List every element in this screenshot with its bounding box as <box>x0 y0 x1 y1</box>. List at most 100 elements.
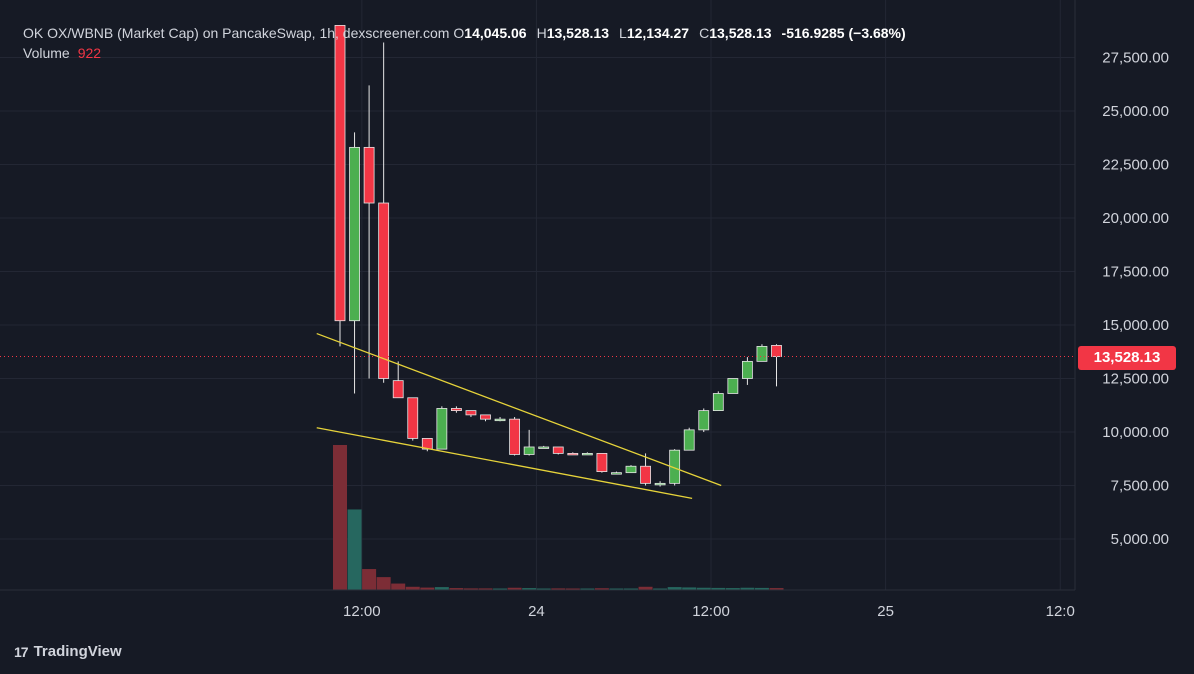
x-tick-label: 12:00 <box>343 603 381 620</box>
candle-body-up <box>756 345 768 362</box>
x-tick-label: 25 <box>877 603 894 620</box>
brand-name: TradingView <box>33 643 122 660</box>
candle <box>698 408 710 432</box>
y-tick-label: 7,500.00 <box>1111 478 1169 495</box>
candle-body-up <box>698 410 710 431</box>
candle-body-up <box>683 429 695 451</box>
close-value: 13,528.13 <box>709 25 772 41</box>
candle-body-down <box>640 465 651 484</box>
grid-lines <box>0 0 1075 590</box>
candle <box>378 42 390 383</box>
candle-body-up <box>611 472 622 475</box>
y-tick-label: 10,000.00 <box>1102 424 1169 441</box>
volume-bar <box>594 588 609 590</box>
candle <box>538 445 550 449</box>
candle-body-down <box>596 452 608 472</box>
volume-bar <box>551 588 566 590</box>
candle <box>683 427 695 451</box>
candle-body-up <box>727 378 739 394</box>
high-value: 13,528.13 <box>546 25 610 41</box>
volume-bar <box>653 588 668 590</box>
candle-body-down <box>567 452 579 456</box>
x-tick-label: 24 <box>528 603 545 620</box>
tradingview-brand[interactable]: 17 TradingView <box>14 643 122 660</box>
time-axis[interactable]: 12:00 24 12:00 25 12:0 <box>343 603 1075 620</box>
y-tick-label: 25,000.00 <box>1102 103 1169 120</box>
candle <box>654 481 666 487</box>
volume-bar <box>347 509 362 590</box>
y-tick-label: 27,500.00 <box>1102 50 1169 67</box>
symbol-legend: OK OX/WBNB (Market Cap) on PancakeSwap, … <box>23 23 916 63</box>
volume-bar <box>580 588 595 590</box>
volume-bar <box>522 588 537 590</box>
price-axis[interactable]: 5,000.00 7,500.00 10,000.00 12,500.00 15,000… <box>1102 50 1169 549</box>
volume-bar <box>362 569 377 590</box>
candle-body-down <box>363 146 375 204</box>
volume-bar <box>565 588 580 590</box>
candle-body-up <box>523 446 535 455</box>
volume-label: Volume <box>23 45 70 61</box>
trendline[interactable] <box>316 427 693 499</box>
candle <box>771 344 782 387</box>
candle <box>567 452 579 456</box>
candle <box>334 24 346 347</box>
volume-bar <box>711 587 726 590</box>
candle-body-down <box>465 410 477 416</box>
high-label: H <box>536 25 547 41</box>
candle-body-down <box>392 380 404 399</box>
y-tick-label: 20,000.00 <box>1102 210 1169 227</box>
candle <box>625 465 637 474</box>
low-label: L <box>619 25 627 41</box>
candle <box>552 446 564 455</box>
open-label: O <box>453 25 465 41</box>
candle <box>436 406 448 450</box>
candle-body-up <box>625 465 637 474</box>
candle <box>640 453 651 486</box>
volume-bar <box>725 588 740 590</box>
candle-body-up <box>712 393 724 412</box>
last-price-tag: 13,528.13 <box>1078 346 1176 370</box>
ohlc-row: OK OX/WBNB (Market Cap) on PancakeSwap, … <box>23 23 916 43</box>
trendlines <box>316 332 722 499</box>
candle <box>494 417 506 422</box>
candle-body-down <box>378 202 390 379</box>
candle-body-up <box>581 452 593 456</box>
volume-bar <box>420 587 435 590</box>
y-tick-label: 12,500.00 <box>1102 371 1169 388</box>
candle <box>349 132 360 394</box>
volume-bar <box>696 587 711 590</box>
y-tick-label: 15,000.00 <box>1102 317 1169 334</box>
volume-bar <box>682 587 697 590</box>
volume-bar <box>740 587 755 590</box>
candle-body-down <box>407 397 419 439</box>
volume-bar <box>769 588 784 590</box>
y-tick-label: 17,500.00 <box>1102 264 1169 281</box>
volume-bar <box>333 445 347 590</box>
candle <box>392 361 404 399</box>
volume-bar <box>376 577 391 590</box>
candle-body-up <box>538 446 550 449</box>
candle-body-up <box>436 408 448 450</box>
candle-body-down <box>552 446 564 454</box>
volume-bar <box>405 586 420 590</box>
volume-row: Volume 922 <box>23 43 916 63</box>
candle-body-up <box>742 360 753 379</box>
candle <box>596 452 608 473</box>
candle <box>450 406 462 413</box>
candle-body-up <box>494 418 506 422</box>
candle <box>742 357 753 385</box>
close-label: C <box>699 25 710 41</box>
candle-body-down <box>334 24 346 322</box>
trendline[interactable] <box>316 332 722 487</box>
volume-bar <box>478 588 493 590</box>
candle <box>363 85 375 379</box>
volume-bar <box>536 588 551 590</box>
volume-bar <box>609 588 624 590</box>
candle <box>756 344 768 362</box>
volume-bar <box>463 588 478 590</box>
volume-bar <box>493 588 508 590</box>
candle-body-down <box>509 418 521 455</box>
candle-body-down <box>771 345 782 357</box>
candle <box>480 414 491 422</box>
